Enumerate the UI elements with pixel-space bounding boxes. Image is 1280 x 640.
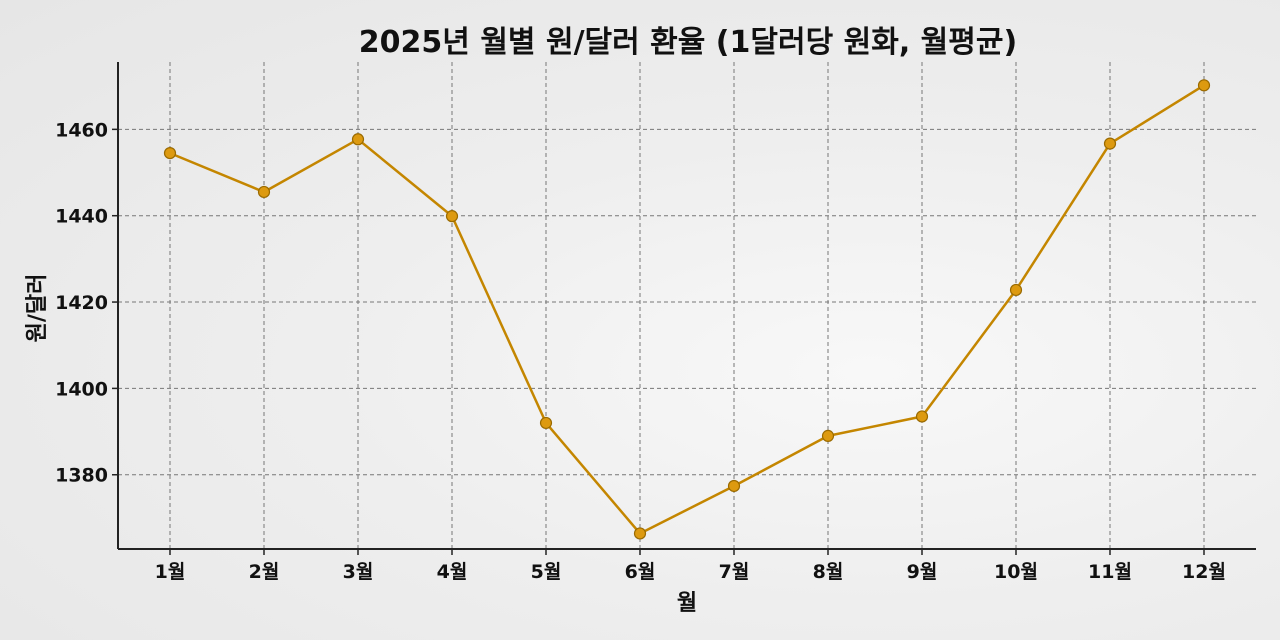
x-tick-label: 9월 — [907, 561, 938, 583]
data-point — [1197, 79, 1211, 92]
x-tick-label: 1월 — [155, 561, 186, 583]
data-point — [633, 527, 647, 540]
data-point — [351, 133, 365, 146]
series-line — [169, 84, 1205, 535]
chart-title: 2025년 월별 원/달러 환율 (1달러당 원화, 월평균) — [359, 25, 1017, 60]
x-axis-ticks: 1월 2월 3월 4월 5월 6월 7월 8월 9월 10월 11월 12월 — [155, 549, 1226, 583]
grid — [118, 62, 1256, 549]
data-point — [163, 146, 177, 160]
data-point — [257, 185, 271, 199]
y-tick-label: 1420 — [55, 292, 108, 314]
y-tick-label: 1460 — [55, 119, 108, 141]
series — [163, 79, 1211, 540]
data-point — [539, 416, 553, 430]
y-tick-label: 1440 — [55, 206, 108, 228]
x-axis-label: 월 — [677, 591, 697, 616]
x-tick-label: 7월 — [719, 561, 750, 583]
x-tick-label: 2월 — [249, 561, 280, 583]
data-point — [915, 410, 929, 423]
axes — [117, 62, 1256, 550]
x-tick-label: 3월 — [343, 561, 374, 583]
y-axis-label: 원/달러 — [25, 274, 50, 343]
y-tick-label: 1400 — [55, 378, 108, 400]
y-axis-ticks: 1380 1400 1420 1440 1460 — [55, 119, 118, 487]
x-tick-label: 10월 — [994, 561, 1038, 583]
data-point — [727, 479, 741, 493]
data-point — [1103, 137, 1117, 150]
x-tick-label: 5월 — [531, 561, 562, 583]
data-point — [821, 429, 835, 442]
x-tick-label: 8월 — [813, 561, 844, 583]
x-tick-label: 4월 — [437, 561, 468, 583]
y-tick-label: 1380 — [55, 465, 108, 487]
data-point — [445, 210, 459, 223]
x-tick-label: 11월 — [1088, 561, 1132, 583]
x-tick-label: 12월 — [1182, 561, 1226, 583]
x-tick-label: 6월 — [625, 561, 656, 583]
data-point — [1009, 283, 1023, 297]
